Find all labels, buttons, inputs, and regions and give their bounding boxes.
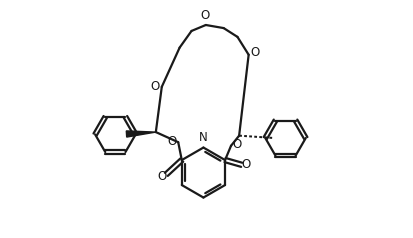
Text: N: N (199, 131, 207, 144)
Polygon shape (126, 131, 155, 137)
Text: O: O (249, 46, 259, 59)
Text: O: O (157, 170, 166, 183)
Text: O: O (241, 158, 251, 171)
Text: O: O (232, 138, 241, 151)
Text: O: O (200, 9, 209, 22)
Text: O: O (150, 80, 159, 93)
Text: O: O (167, 134, 176, 148)
